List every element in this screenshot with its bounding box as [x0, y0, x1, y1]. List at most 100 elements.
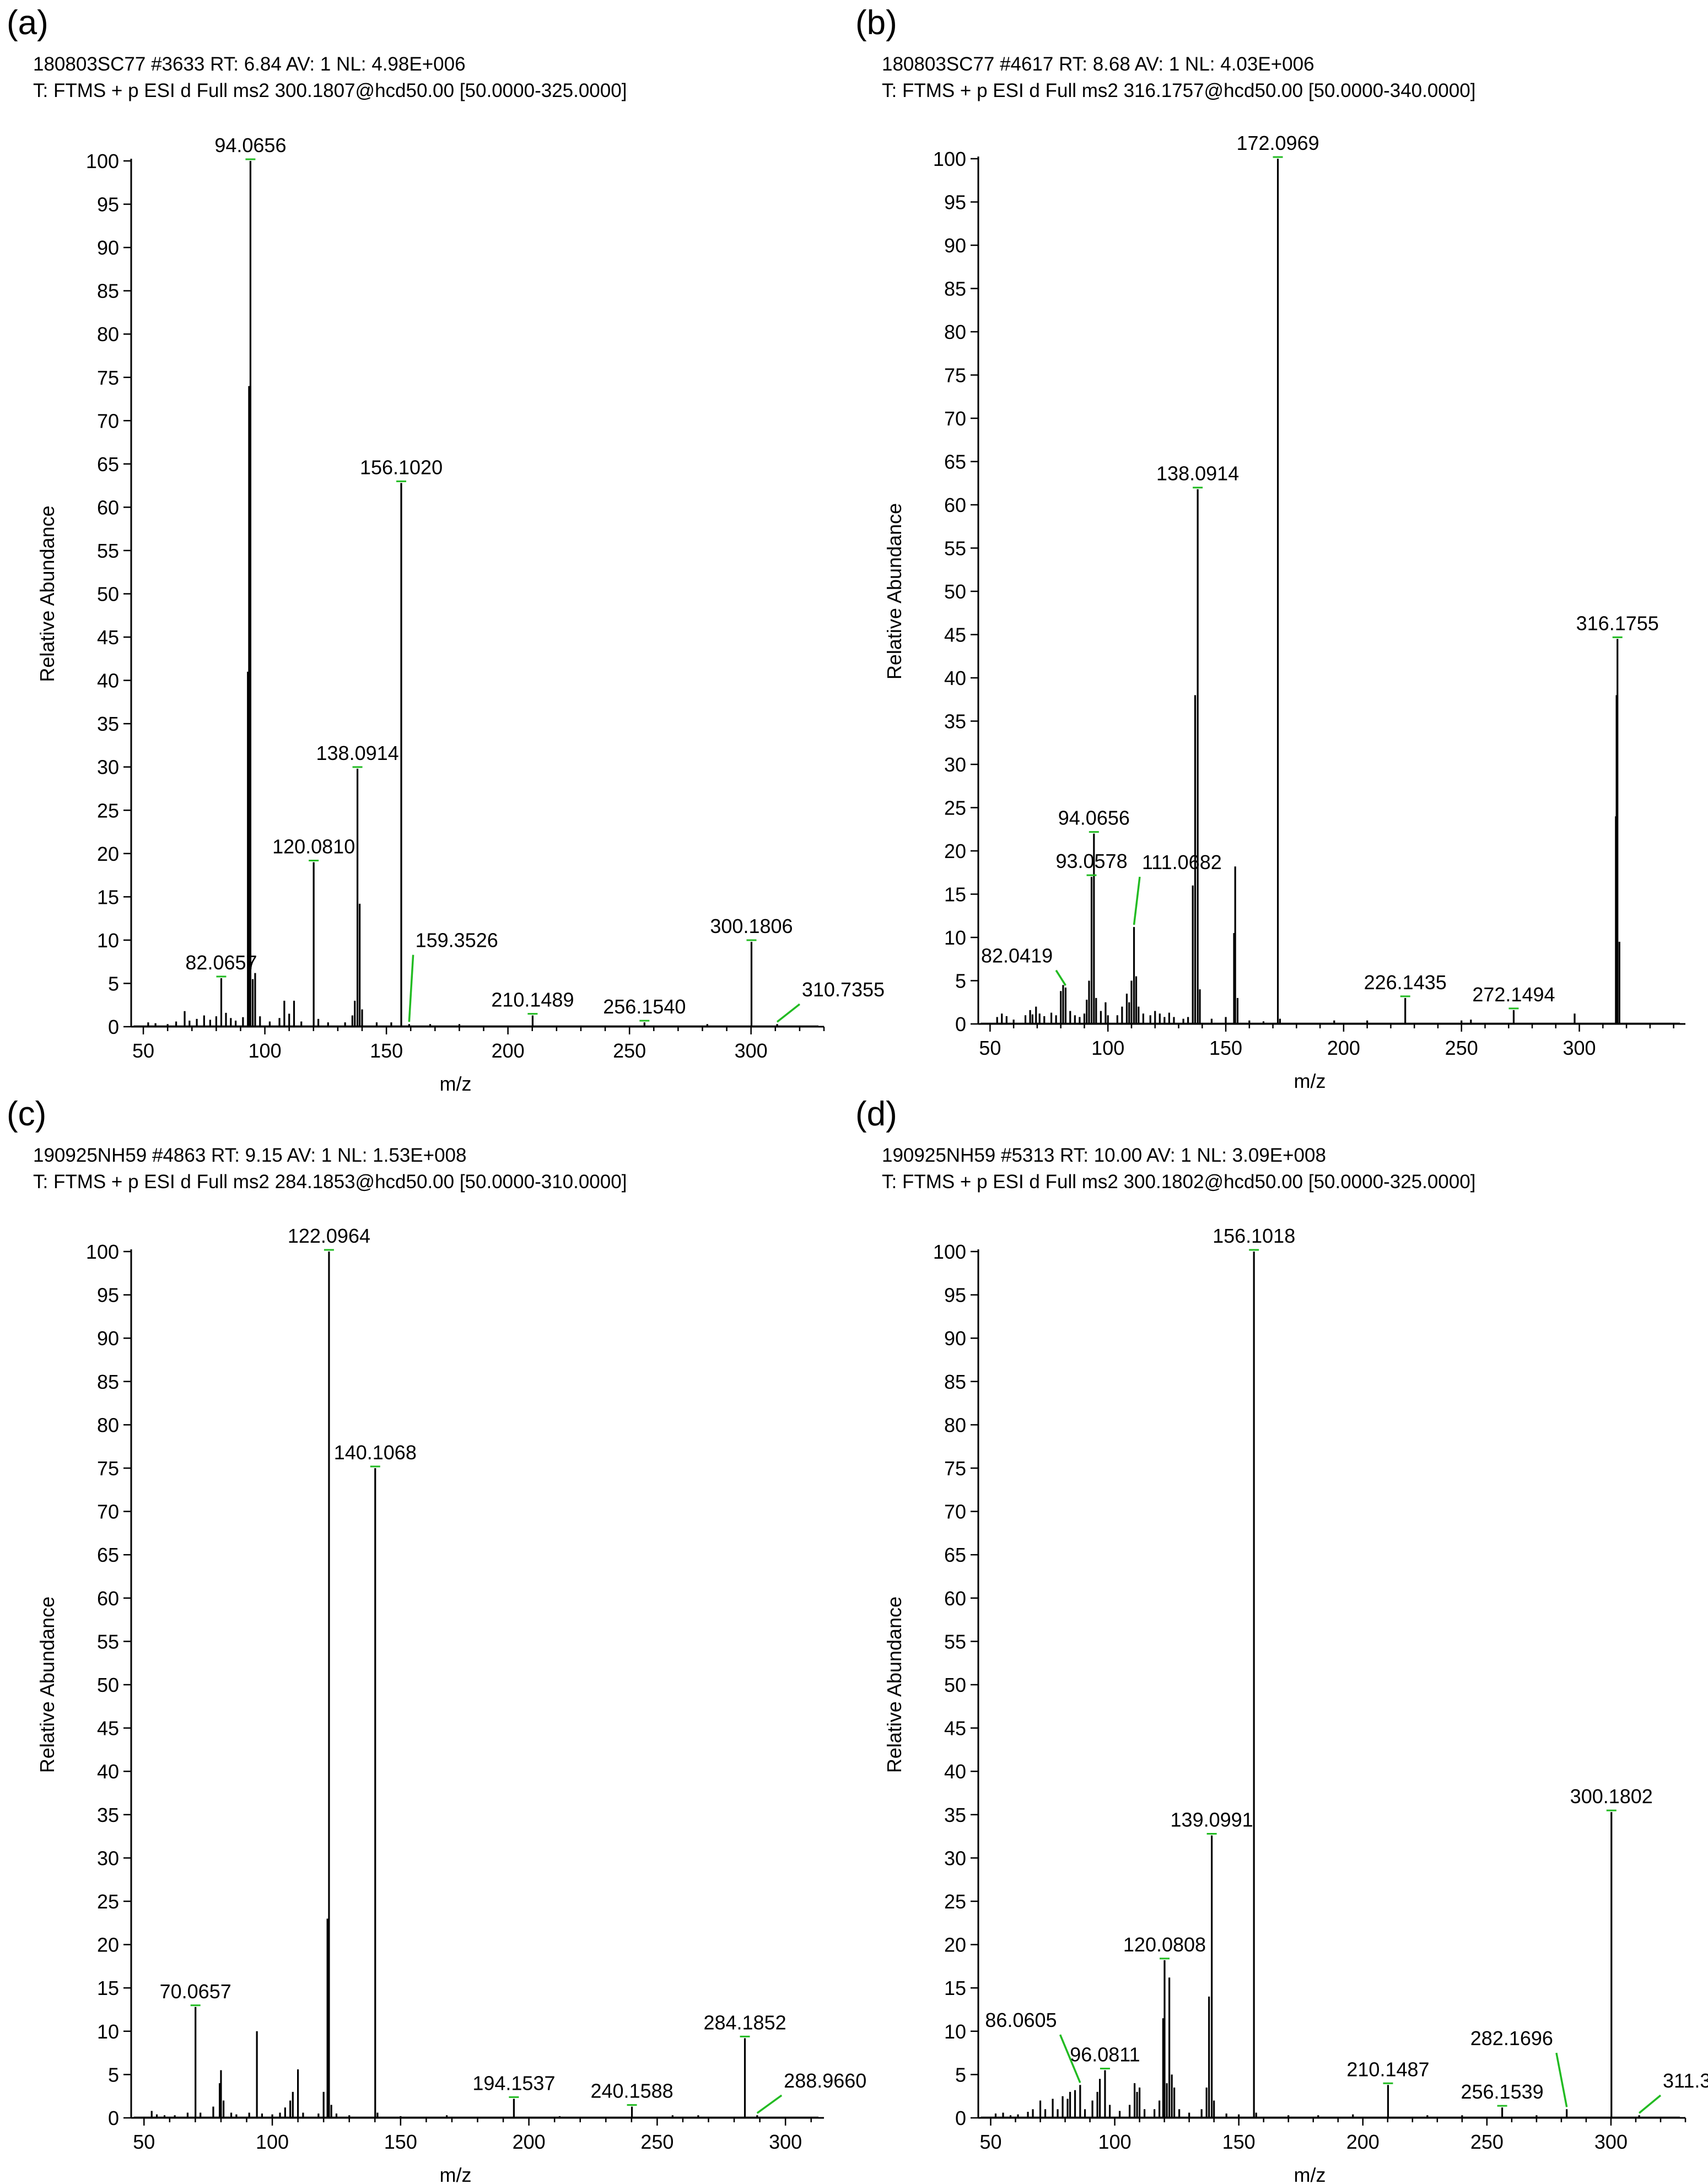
peak-annotation: 300.1802 — [1570, 1785, 1653, 1808]
peak-annotation: 210.1487 — [1346, 2058, 1429, 2080]
spectrum-panel-b: (b) 180803SC77 #4617 RT: 8.68 AV: 1 NL: 4… — [855, 4, 1685, 1092]
panel-label: (a) — [7, 4, 49, 42]
x-tick-label: 100 — [256, 2131, 289, 2153]
scan-filter: T: FTMS + p ESI d Full ms2 316.1757@hcd5… — [882, 80, 1475, 101]
annotation-leader — [1555, 2052, 1568, 2107]
peak-annotation: 111.0682 — [1142, 851, 1222, 873]
y-tick-label: 55 — [944, 537, 966, 560]
peak-annotation: 139.0991 — [1171, 1809, 1253, 1831]
panel-label: (b) — [855, 4, 897, 42]
x-tick-label: 200 — [1327, 1037, 1360, 1059]
y-tick-label: 35 — [97, 1804, 119, 1826]
panel-label: (c) — [7, 1095, 46, 1133]
peak-annotation: 256.1540 — [603, 995, 686, 1018]
x-axis-title: m/z — [1294, 1070, 1326, 1092]
annotation-leader — [408, 955, 414, 1022]
y-tick-label: 75 — [97, 1457, 119, 1480]
scan-filter: T: FTMS + p ESI d Full ms2 300.1807@hcd5… — [33, 80, 627, 101]
y-tick-label: 5 — [108, 972, 119, 995]
y-tick-label: 85 — [944, 278, 966, 300]
y-tick-label: 50 — [944, 1674, 966, 1696]
x-axis-title: m/z — [1294, 2164, 1326, 2184]
y-tick-label: 65 — [97, 1544, 119, 1566]
y-tick-label: 25 — [944, 797, 966, 819]
y-tick-label: 40 — [97, 1760, 119, 1783]
peak-annotation: 282.1696 — [1470, 2027, 1553, 2050]
y-tick-label: 45 — [944, 624, 966, 646]
peak-annotation: 93.0578 — [1055, 850, 1127, 872]
y-tick-label: 90 — [944, 1327, 966, 1350]
y-tick-label: 80 — [944, 321, 966, 343]
y-tick-label: 80 — [97, 323, 119, 346]
peak-annotation: 226.1435 — [1364, 971, 1447, 994]
y-tick-label: 80 — [97, 1414, 119, 1436]
y-tick-label: 50 — [97, 1674, 119, 1696]
y-tick-label: 85 — [97, 1371, 119, 1393]
y-tick-label: 85 — [97, 280, 119, 303]
x-tick-label: 50 — [979, 1037, 1001, 1059]
y-tick-label: 35 — [97, 713, 119, 735]
y-tick-label: 90 — [97, 1327, 119, 1350]
y-tick-label: 20 — [944, 1934, 966, 1956]
y-tick-label: 100 — [86, 150, 119, 172]
annotation-leader — [1638, 2094, 1662, 2114]
y-tick-label: 20 — [97, 843, 119, 865]
y-tick-label: 60 — [97, 496, 119, 519]
peak-annotation: 140.1068 — [334, 1441, 417, 1464]
y-tick-label: 10 — [97, 2020, 119, 2043]
x-tick-label: 150 — [384, 2131, 417, 2153]
y-tick-label: 0 — [108, 2107, 119, 2129]
x-tick-label: 300 — [735, 1039, 768, 1062]
y-tick-label: 100 — [86, 1241, 119, 1263]
x-tick-label: 150 — [1209, 1037, 1242, 1059]
x-tick-label: 150 — [1222, 2131, 1256, 2153]
scan-header: 190925NH59 #5313 RT: 10.00 AV: 1 NL: 3.0… — [882, 1145, 1326, 1166]
peak-annotation: 120.0810 — [272, 835, 355, 858]
annotation-leader — [1059, 2034, 1081, 2083]
x-tick-label: 150 — [370, 1039, 403, 1062]
y-tick-label: 95 — [944, 1284, 966, 1307]
peak-annotation: 70.0657 — [160, 1980, 231, 2003]
annotation-leader — [1133, 876, 1141, 925]
y-tick-label: 35 — [944, 1804, 966, 1826]
y-tick-label: 40 — [944, 1760, 966, 1783]
x-tick-label: 200 — [513, 2131, 546, 2153]
x-tick-label: 300 — [1563, 1037, 1596, 1059]
peak-annotation: 94.0656 — [1058, 807, 1130, 829]
peak-annotation: 120.0808 — [1123, 1933, 1206, 1956]
y-tick-label: 5 — [955, 970, 966, 993]
peak-annotation: 310.7355 — [802, 978, 885, 1001]
y-tick-label: 70 — [97, 409, 119, 432]
peak-annotation: 272.1494 — [1472, 983, 1555, 1006]
y-tick-label: 0 — [955, 2107, 966, 2129]
scan-header: 190925NH59 #4863 RT: 9.15 AV: 1 NL: 1.53… — [33, 1145, 466, 1166]
scan-header: 180803SC77 #3633 RT: 6.84 AV: 1 NL: 4.98… — [33, 53, 466, 75]
y-tick-label: 35 — [944, 710, 966, 733]
y-tick-label: 90 — [97, 236, 119, 259]
y-tick-label: 10 — [944, 2020, 966, 2043]
x-tick-label: 200 — [492, 1039, 525, 1062]
y-tick-label: 45 — [97, 626, 119, 649]
y-tick-label: 45 — [97, 1717, 119, 1740]
y-tick-label: 25 — [97, 1890, 119, 1913]
y-tick-label: 20 — [944, 840, 966, 862]
peak-annotation: 288.9660 — [784, 2069, 866, 2092]
y-tick-label: 45 — [944, 1717, 966, 1740]
peak-annotation: 138.0914 — [316, 742, 399, 764]
x-axis-title: m/z — [440, 2164, 472, 2184]
peak-annotation: 240.1588 — [590, 2080, 673, 2102]
y-tick-label: 65 — [944, 451, 966, 473]
x-axis-title: m/z — [440, 1072, 472, 1095]
y-tick-label: 70 — [97, 1501, 119, 1523]
peak-annotation: 194.1537 — [472, 2072, 555, 2094]
y-tick-label: 65 — [97, 453, 119, 476]
peak-annotation: 94.0656 — [214, 134, 286, 157]
y-tick-label: 65 — [944, 1544, 966, 1566]
x-tick-label: 50 — [133, 2131, 155, 2153]
y-tick-label: 0 — [108, 1016, 119, 1038]
y-tick-label: 60 — [97, 1587, 119, 1610]
annotation-leader — [756, 2094, 783, 2114]
y-tick-label: 95 — [944, 191, 966, 214]
peak-annotation: 300.1806 — [710, 915, 793, 937]
